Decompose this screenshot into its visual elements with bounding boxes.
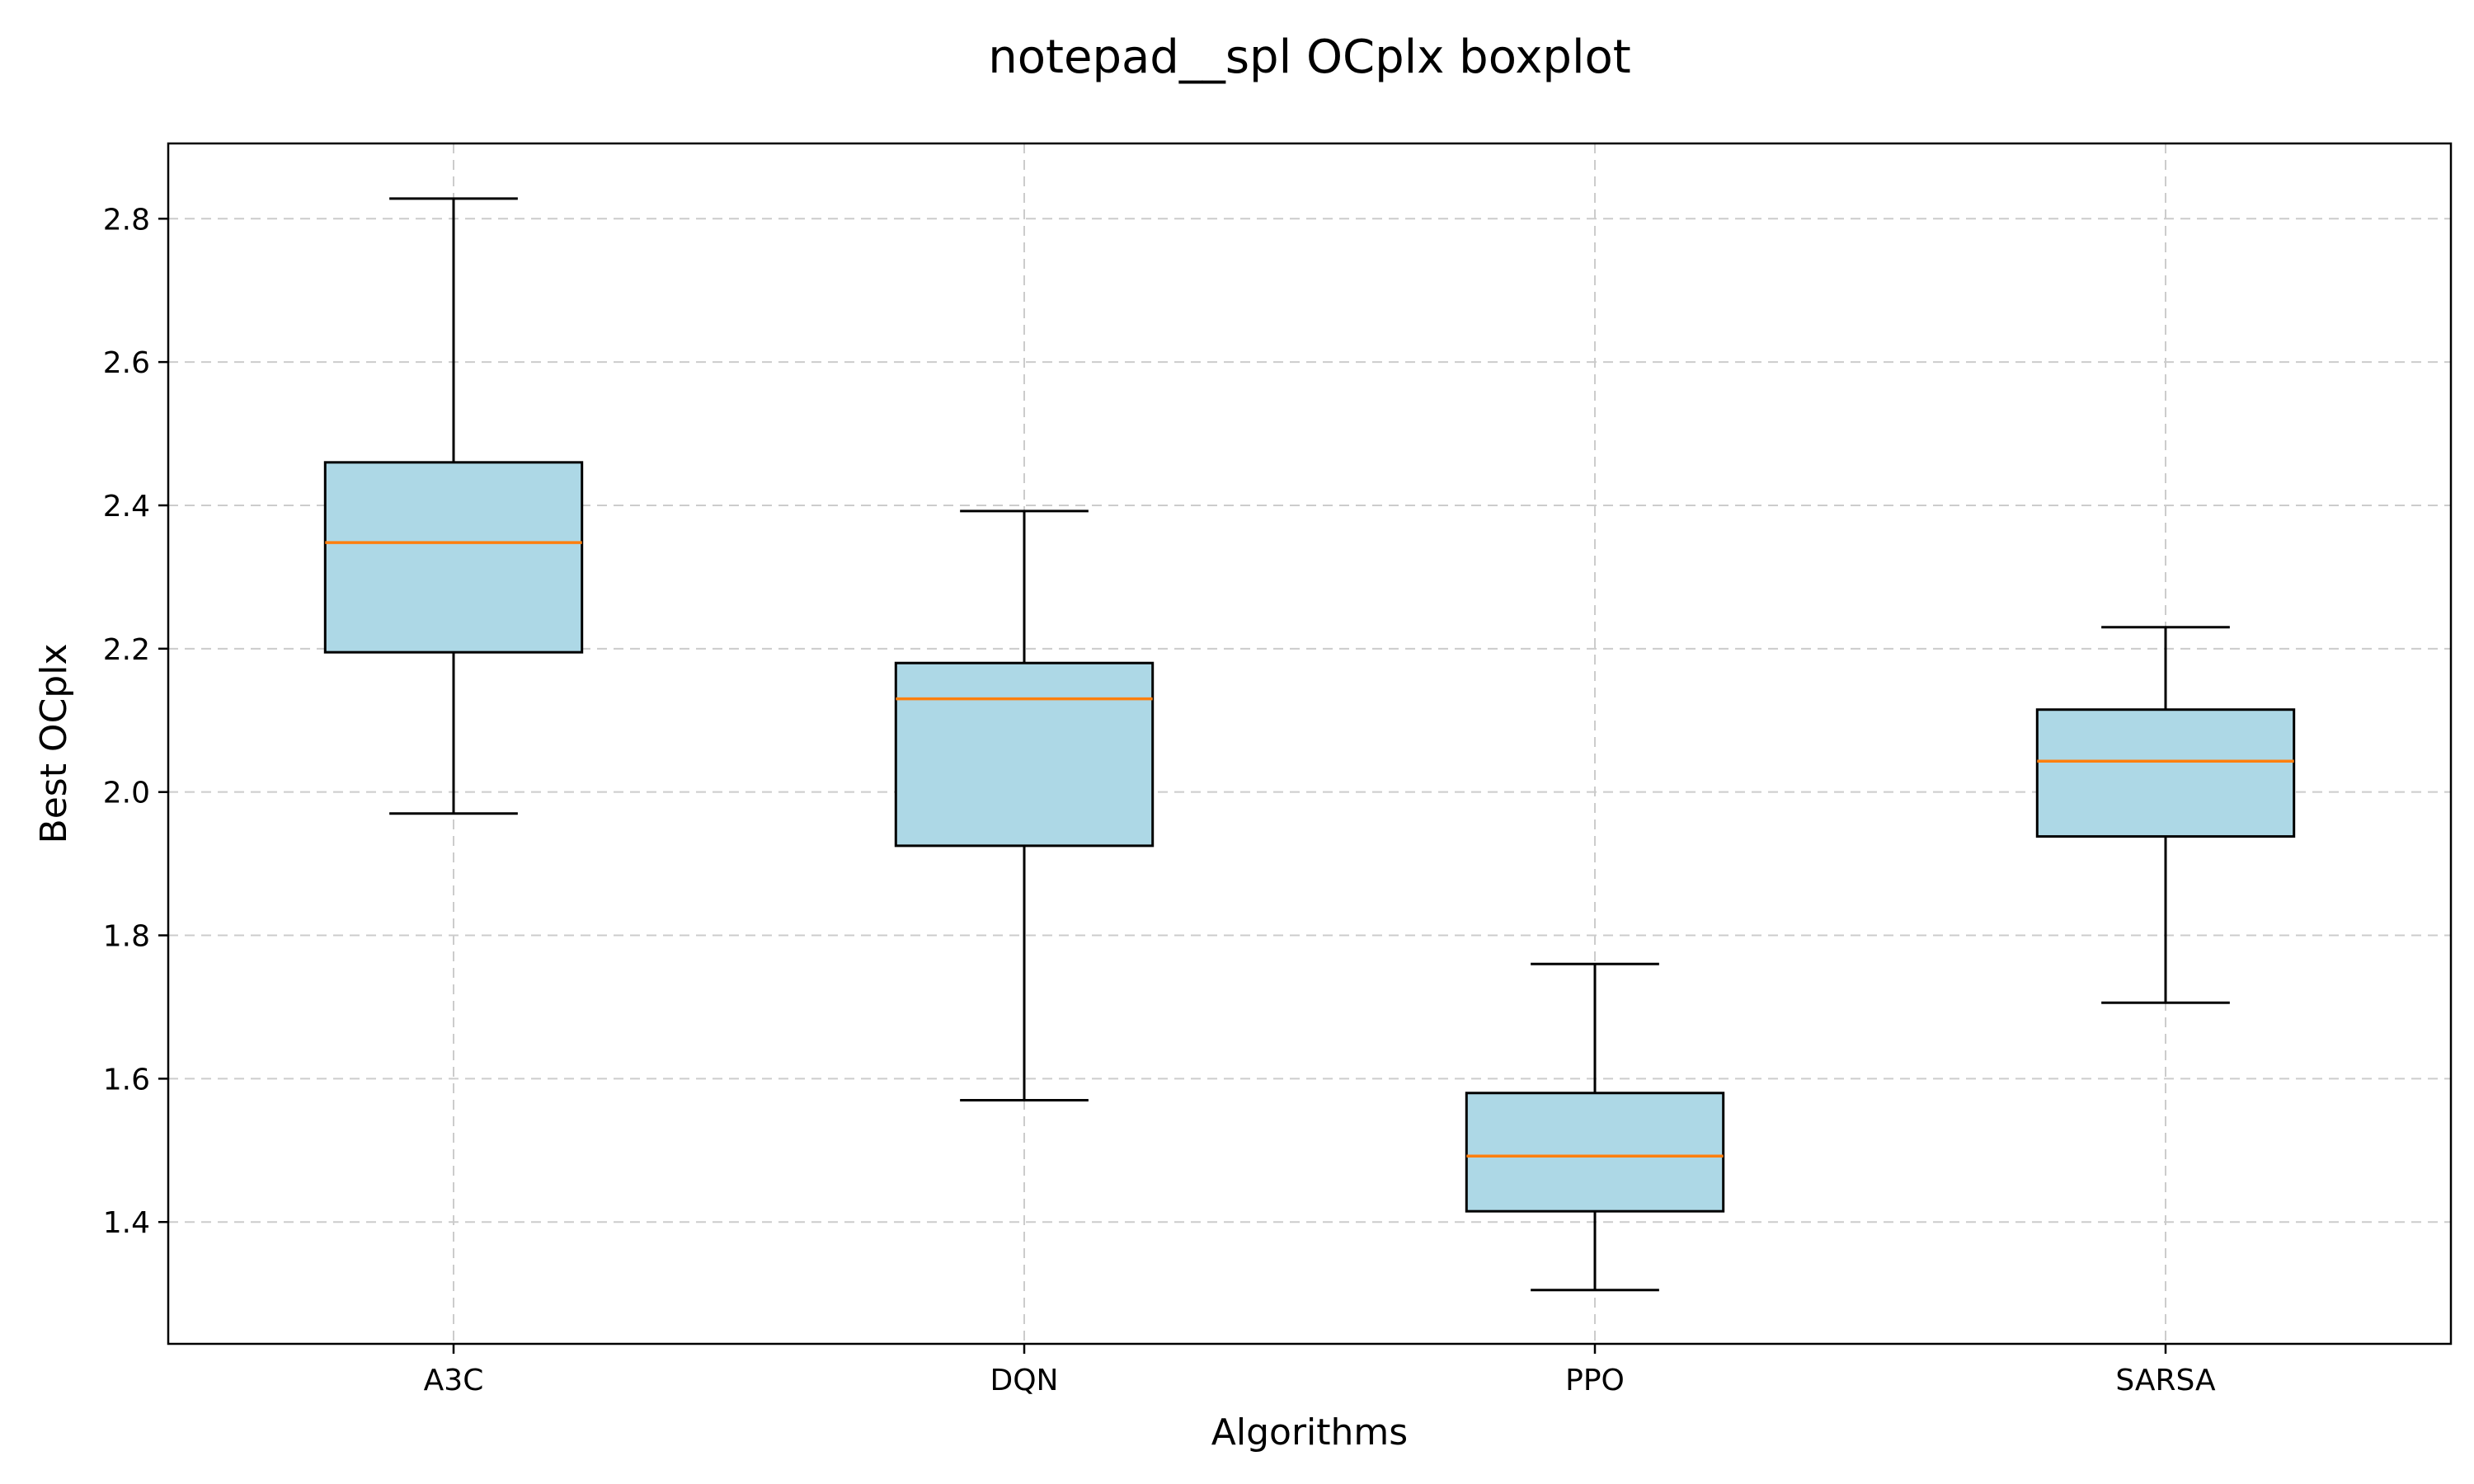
y-tick-label: 2.2 [103,633,150,667]
axis-ticks: 1.4 1.6 1.8 2.0 2.2 2.4 2.6 2.8 A3C DQN PPO SARSA [103,203,2216,1397]
iqr-box [2035,708,2296,838]
x-tick-label: PPO [1565,1364,1625,1397]
y-tick-label: 2.4 [103,490,150,524]
y-tick-label: 1.4 [103,1206,150,1240]
y-tick-label: 1.6 [103,1063,150,1097]
y-tick-label: 2.8 [103,203,150,237]
y-tick-label: 2.0 [103,777,150,810]
iqr-box [1465,1092,1725,1213]
y-axis-label: Best OCplx [33,644,75,844]
x-tick-label: DQN [990,1364,1059,1397]
chart-title: notepad__spl OCplx boxplot [988,31,1630,84]
box-dqn [894,510,1155,1101]
x-tick-label: A3C [424,1364,484,1397]
box-ppo [1465,962,1725,1292]
iqr-box [894,661,1155,848]
box-a3c [323,197,584,815]
x-tick-label: SARSA [2115,1364,2216,1397]
iqr-box [323,461,584,654]
box-sarsa [2035,626,2296,1004]
plot-frame [167,142,2453,1345]
boxes [323,197,2296,1292]
x-axis-label: Algorithms [1211,1411,1408,1453]
y-tick-label: 1.8 [103,920,150,954]
y-tick-label: 2.6 [103,346,150,380]
